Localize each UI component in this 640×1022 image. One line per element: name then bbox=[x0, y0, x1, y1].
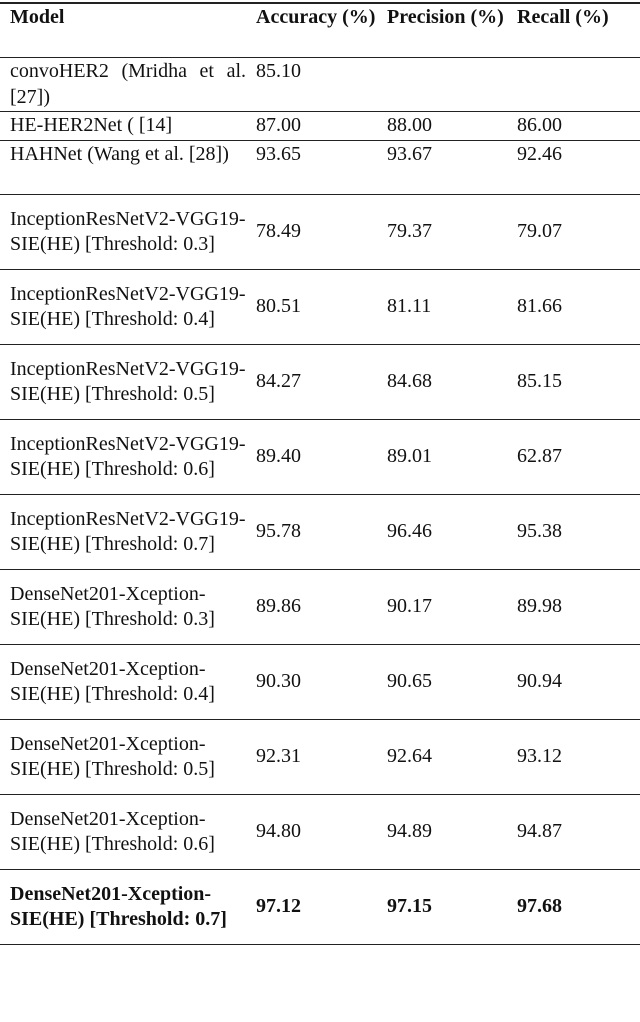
cell-model: convoHER2 (Mridha et al. [27]) bbox=[10, 59, 246, 108]
table-row: DenseNet201-Xception-SIE(HE) [Threshold:… bbox=[0, 644, 640, 719]
cell-model: InceptionResNetV2-VGG19-SIE(HE) [Thresho… bbox=[10, 282, 246, 330]
cell-recall: 97.68 bbox=[517, 895, 562, 917]
cell-recall: 85.15 bbox=[517, 370, 562, 392]
cell-accuracy: 87.00 bbox=[256, 113, 301, 136]
cell-accuracy: 94.80 bbox=[256, 820, 301, 842]
cell-recall: 89.98 bbox=[517, 595, 562, 617]
cell-model: InceptionResNetV2-VGG19-SIE(HE) [Thresho… bbox=[10, 357, 246, 405]
table-header-row: Model Accuracy (%) Precision (%) Recall … bbox=[0, 3, 640, 57]
table-row: DenseNet201-Xception-SIE(HE) [Threshold:… bbox=[0, 569, 640, 644]
header-accuracy: Accuracy (%) bbox=[256, 6, 376, 28]
cell-model: DenseNet201-Xception-SIE(HE) [Threshold:… bbox=[10, 657, 215, 705]
cell-model: InceptionResNetV2-VGG19-SIE(HE) [Thresho… bbox=[10, 507, 246, 555]
cell-accuracy: 80.51 bbox=[256, 295, 301, 317]
cell-precision: 97.15 bbox=[387, 895, 432, 917]
cell-recall: 86.00 bbox=[517, 113, 562, 136]
cell-model: DenseNet201-Xception-SIE(HE) [Threshold:… bbox=[10, 582, 215, 630]
cell-precision: 81.11 bbox=[387, 295, 432, 317]
header-recall: Recall (%) bbox=[517, 6, 609, 28]
cell-precision: 96.46 bbox=[387, 520, 432, 542]
cell-model: HAHNet (Wang et al. [28]) bbox=[10, 142, 229, 165]
table-row: InceptionResNetV2-VGG19-SIE(HE) [Thresho… bbox=[0, 269, 640, 344]
cell-precision: 84.68 bbox=[387, 370, 432, 392]
cell-precision: 93.67 bbox=[387, 142, 432, 165]
cell-recall: 94.87 bbox=[517, 820, 562, 842]
cell-precision: 94.89 bbox=[387, 820, 432, 842]
table-row: convoHER2 (Mridha et al. [27]) 85.10 bbox=[0, 57, 640, 111]
cell-recall: 62.87 bbox=[517, 445, 562, 467]
cell-precision: 89.01 bbox=[387, 445, 432, 467]
table-row: DenseNet201-Xception-SIE(HE) [Threshold:… bbox=[0, 869, 640, 944]
cell-accuracy: 90.30 bbox=[256, 670, 301, 692]
table-row: HAHNet (Wang et al. [28]) 93.65 93.67 92.46 bbox=[0, 140, 640, 194]
cell-precision: 92.64 bbox=[387, 745, 432, 767]
table-row: InceptionResNetV2-VGG19-SIE(HE) [Thresho… bbox=[0, 494, 640, 569]
header-precision: Precision (%) bbox=[387, 6, 504, 28]
cell-accuracy: 95.78 bbox=[256, 520, 301, 542]
cell-precision: 90.65 bbox=[387, 670, 432, 692]
cell-recall bbox=[517, 57, 640, 111]
cell-accuracy: 92.31 bbox=[256, 745, 301, 767]
cell-recall: 81.66 bbox=[517, 295, 562, 317]
table-row: InceptionResNetV2-VGG19-SIE(HE) [Thresho… bbox=[0, 194, 640, 269]
cell-model: DenseNet201-Xception-SIE(HE) [Threshold:… bbox=[10, 882, 227, 930]
table-row: HE-HER2Net ( [14] 87.00 88.00 86.00 bbox=[0, 111, 640, 140]
table-row: InceptionResNetV2-VGG19-SIE(HE) [Thresho… bbox=[0, 419, 640, 494]
cell-accuracy: 93.65 bbox=[256, 142, 301, 165]
cell-accuracy: 85.10 bbox=[256, 59, 301, 82]
cell-precision bbox=[387, 57, 517, 111]
cell-accuracy: 84.27 bbox=[256, 370, 301, 392]
cell-accuracy: 89.40 bbox=[256, 445, 301, 467]
header-model: Model bbox=[10, 6, 65, 28]
cell-recall: 92.46 bbox=[517, 142, 562, 165]
cell-model: InceptionResNetV2-VGG19-SIE(HE) [Thresho… bbox=[10, 432, 246, 480]
cell-model: InceptionResNetV2-VGG19-SIE(HE) [Thresho… bbox=[10, 207, 246, 255]
cell-model: DenseNet201-Xception-SIE(HE) [Threshold:… bbox=[10, 732, 215, 780]
cell-recall: 90.94 bbox=[517, 670, 562, 692]
cell-precision: 88.00 bbox=[387, 113, 432, 136]
cell-recall: 79.07 bbox=[517, 220, 562, 242]
cell-accuracy: 97.12 bbox=[256, 895, 301, 917]
cell-recall: 95.38 bbox=[517, 520, 562, 542]
table-row: DenseNet201-Xception-SIE(HE) [Threshold:… bbox=[0, 719, 640, 794]
cell-recall: 93.12 bbox=[517, 745, 562, 767]
cell-accuracy: 89.86 bbox=[256, 595, 301, 617]
cell-precision: 90.17 bbox=[387, 595, 432, 617]
cell-precision: 79.37 bbox=[387, 220, 432, 242]
results-table: Model Accuracy (%) Precision (%) Recall … bbox=[0, 2, 640, 945]
table-row: DenseNet201-Xception-SIE(HE) [Threshold:… bbox=[0, 794, 640, 869]
cell-model: HE-HER2Net ( [14] bbox=[10, 113, 173, 136]
table-row: InceptionResNetV2-VGG19-SIE(HE) [Thresho… bbox=[0, 344, 640, 419]
cell-model: DenseNet201-Xception-SIE(HE) [Threshold:… bbox=[10, 807, 215, 855]
cell-accuracy: 78.49 bbox=[256, 220, 301, 242]
